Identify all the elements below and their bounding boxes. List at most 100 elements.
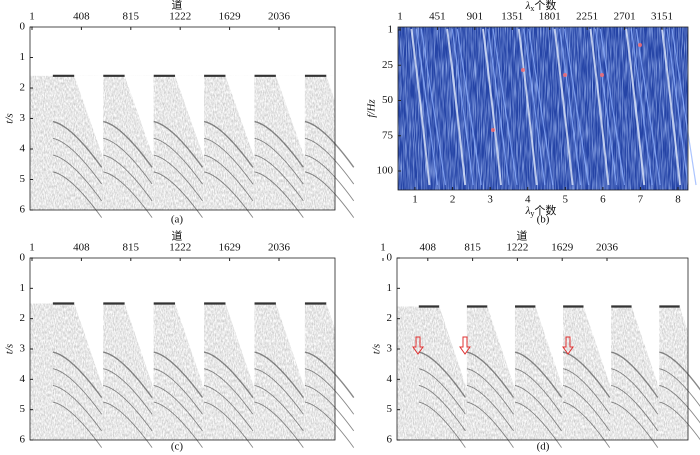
- top-tick-label: 1: [380, 242, 386, 254]
- reflection: [304, 154, 355, 202]
- reflection: [204, 154, 254, 202]
- blank-wedge: [275, 303, 305, 389]
- reflection: [52, 137, 103, 185]
- top-tick-label: 1351: [501, 11, 523, 23]
- reflection: [52, 120, 103, 168]
- bottom-axis-title: λy个数: [525, 204, 557, 218]
- symbol: λ: [525, 205, 531, 217]
- axes-frame: [397, 26, 689, 191]
- blank-wedge: [679, 306, 700, 367]
- reflection: [563, 368, 611, 415]
- left-axis-title: t/s: [4, 344, 16, 354]
- reflection: [611, 351, 659, 398]
- reflection: [659, 401, 700, 441]
- blank-wedge: [326, 75, 356, 159]
- reflection: [103, 137, 153, 185]
- blank-wedge: [124, 303, 154, 389]
- blank-wedge: [175, 303, 205, 389]
- reflection: [418, 368, 466, 415]
- top-tick-label: 1: [397, 11, 403, 23]
- top-axis-title: 道: [172, 229, 183, 243]
- top-tick-label: 2036: [268, 242, 291, 254]
- reflection: [304, 171, 355, 218]
- red-arrow: [412, 336, 424, 355]
- top-tick-label: 1801: [539, 11, 561, 23]
- bottom-tick-label: 7: [638, 194, 644, 206]
- left-tick-label: 2: [20, 312, 26, 324]
- top-axis-title: λx个数: [525, 0, 557, 13]
- top-tick-label: 2036: [268, 11, 291, 23]
- spectral-streak: [594, 28, 618, 186]
- blank-wedge: [275, 75, 305, 159]
- top-tick-label: 815: [464, 242, 481, 254]
- reflection: [466, 384, 514, 432]
- left-tick-label: 100: [377, 165, 394, 177]
- top-tick-label: 1222: [169, 11, 191, 23]
- blank-wedge: [487, 306, 515, 389]
- bottom-tick-label: 6: [600, 194, 606, 206]
- reflection: [254, 154, 304, 202]
- left-tick-label: 6: [387, 434, 393, 446]
- caption: (c): [171, 441, 184, 453]
- spectral-streak: [446, 28, 467, 186]
- reflection: [254, 351, 304, 398]
- reflection: [466, 368, 514, 415]
- spectral-streak: [671, 28, 697, 186]
- spectral-streak: [482, 28, 502, 186]
- spectral-streak: [415, 28, 438, 186]
- top-axis-title: 道: [517, 229, 528, 243]
- blank-wedge: [439, 306, 467, 389]
- top-tick-label: 2036: [596, 242, 619, 254]
- left-tick-label: 5: [20, 173, 26, 185]
- reflection: [659, 368, 700, 407]
- spectral-streak: [630, 28, 653, 186]
- red-arrow: [562, 336, 574, 355]
- red-arrow: [459, 336, 471, 355]
- top-tick-label: 1: [29, 242, 35, 254]
- spectral-streak: [528, 28, 554, 186]
- subscript: x: [530, 4, 534, 13]
- spectral-streak: [420, 28, 446, 186]
- subscript: y: [530, 209, 534, 218]
- left-tick-label: 4: [387, 373, 393, 385]
- reflection: [254, 120, 304, 168]
- reflection: [562, 351, 611, 398]
- reflection: [659, 384, 700, 424]
- spectral-streak: [410, 28, 431, 186]
- left-tick-label: 3: [20, 343, 26, 355]
- left-tick-label: 0: [20, 21, 26, 33]
- hot-spot: [600, 73, 604, 77]
- reflection: [204, 384, 254, 432]
- top-tick-label: 3151: [651, 11, 673, 23]
- blank-wedge: [175, 75, 205, 159]
- spectral-streak: [661, 28, 682, 186]
- reflection: [514, 384, 562, 432]
- spectral-streak: [451, 28, 474, 186]
- reflection: [52, 384, 103, 432]
- reflection: [103, 120, 153, 168]
- blank-wedge: [535, 306, 564, 389]
- left-axis-title: t/s: [371, 344, 383, 354]
- reflection: [153, 368, 203, 415]
- left-tick-label: 75: [382, 129, 394, 141]
- left-tick-label: 5: [20, 403, 26, 415]
- top-tick-label: 2251: [576, 11, 598, 23]
- top-tick-label: 1: [29, 11, 35, 23]
- reflection: [52, 351, 103, 398]
- blank-wedge: [225, 75, 255, 159]
- hot-spot: [563, 73, 567, 77]
- blank-wedge: [583, 306, 612, 389]
- blank-wedge: [124, 75, 154, 159]
- top-tick-label: 1222: [169, 242, 191, 254]
- reflection: [203, 120, 254, 168]
- reflection: [153, 154, 203, 202]
- title-text: 个数: [534, 0, 556, 12]
- left-tick-label: 1: [387, 282, 393, 294]
- left-tick-label: 25: [382, 59, 394, 71]
- reflection: [514, 368, 562, 415]
- bottom-tick-label: 5: [563, 194, 569, 206]
- left-tick-label: 6: [20, 434, 26, 446]
- top-tick-label: 815: [123, 242, 140, 254]
- top-tick-label: 408: [420, 242, 437, 254]
- symbol: λ: [525, 0, 531, 12]
